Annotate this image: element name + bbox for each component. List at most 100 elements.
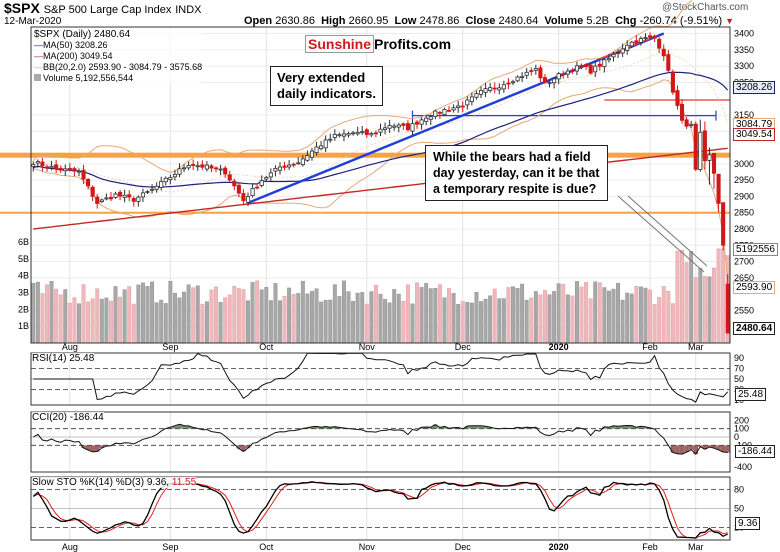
volume-bar [282,296,287,344]
candle-body [218,168,223,171]
volume-bar [689,251,694,344]
cci-overbought-fill [437,427,443,429]
x-tick-label-price: Feb [642,342,658,352]
candle-body [465,99,470,106]
cci-oversold-fill [711,445,717,449]
volume-bar [702,276,707,344]
cci-oversold-fill [702,445,708,450]
candle-body [287,164,292,168]
x-tick-label-price: Aug [62,342,78,352]
candle-body [707,154,712,161]
volume-bar [460,301,465,344]
volume-bar [332,284,337,344]
price-tick-label: 2550 [734,305,754,315]
volume-tick-label: 3B [18,288,29,298]
cci-overbought-fill [483,426,488,429]
volume-tick-label: 4B [18,271,29,281]
sto-tick-label: 50 [734,504,744,514]
candle-body [369,133,374,136]
volume-bar [565,294,570,344]
volume-bar [698,267,703,344]
cci-overbought-fill [469,425,475,429]
cci-oversold-fill [245,445,251,449]
candle-body [593,65,598,73]
annotation-indicators: Very extended daily indicators. [270,66,383,106]
volume-bar [191,287,196,344]
candle-body [561,73,566,76]
volume-bar [159,299,164,344]
cci-overbought-fill [332,426,338,429]
candle-body [648,35,653,38]
tag-ma200: 3049.54 [733,128,776,141]
volume-bar [474,291,479,344]
volume-bar [396,293,401,344]
candle-body [515,76,520,82]
candle-body [58,167,63,171]
volume-bar [35,281,40,344]
cci-overbought-fill [190,427,196,429]
candle-body [314,146,319,153]
volume-bar [310,291,314,344]
cci-overbought-fill [620,425,625,429]
candle-body [616,52,621,54]
cci-overbought-fill [419,427,424,429]
volume-bar [90,298,95,344]
ma200-line [33,147,728,230]
legend-price: $SPX (Daily) 2480.64 [34,29,202,40]
candle-body [584,64,589,68]
candle-body [118,191,123,197]
candle-body [433,110,438,117]
candle-body [428,116,433,120]
candle-body [405,123,410,131]
volume-bar [264,287,269,344]
volume-bar [250,282,255,344]
price-tick-label: 2900 [734,191,754,201]
candle-body [670,71,675,93]
candle-body [296,162,301,165]
volume-bar [602,287,607,344]
candle-body [383,127,388,131]
cci-overbought-fill [624,425,630,429]
volume-bar [652,303,657,344]
candle-body [360,131,365,134]
price-tick-label: 2950 [734,175,754,185]
candle-body [227,174,232,181]
volume-bar [136,284,141,344]
volume-tick-label: 1B [18,321,29,331]
candle-body [533,68,538,71]
volume-bar [118,296,123,344]
volume-bar [140,282,145,344]
candle-body [570,69,575,73]
tag-close: 2480.64 [733,322,776,335]
volume-bar [588,298,593,344]
volume-bar [373,284,378,344]
cci-overbought-fill [318,427,324,429]
candle-body [95,196,100,204]
candle-body [396,124,401,128]
cci-overbought-fill [602,426,607,429]
candle-body [159,181,164,188]
x-tick-label-price: 2020 [549,342,569,352]
volume-bar [437,284,442,344]
volume-bar [479,301,483,344]
volume-bar [666,290,671,344]
volume-bar [579,286,584,344]
candle-body [40,161,45,167]
candle-body [232,180,237,187]
candle-body [319,145,324,150]
candle-body [520,76,525,79]
volume-bar [314,288,319,344]
volume-bar [67,302,72,344]
candle-body [689,123,694,126]
x-tick-label: Mar [688,542,704,552]
candle-body [150,188,155,191]
high-label: High [321,15,346,27]
candle-body [177,168,182,175]
price-tick-label: 3400 [734,29,754,39]
rsi-tick-label: 70 [734,364,744,374]
rsi-line [33,352,729,403]
volume-bar [643,287,648,344]
candle-body [86,178,91,187]
volume-bar [661,286,666,344]
candle-body [337,134,342,137]
